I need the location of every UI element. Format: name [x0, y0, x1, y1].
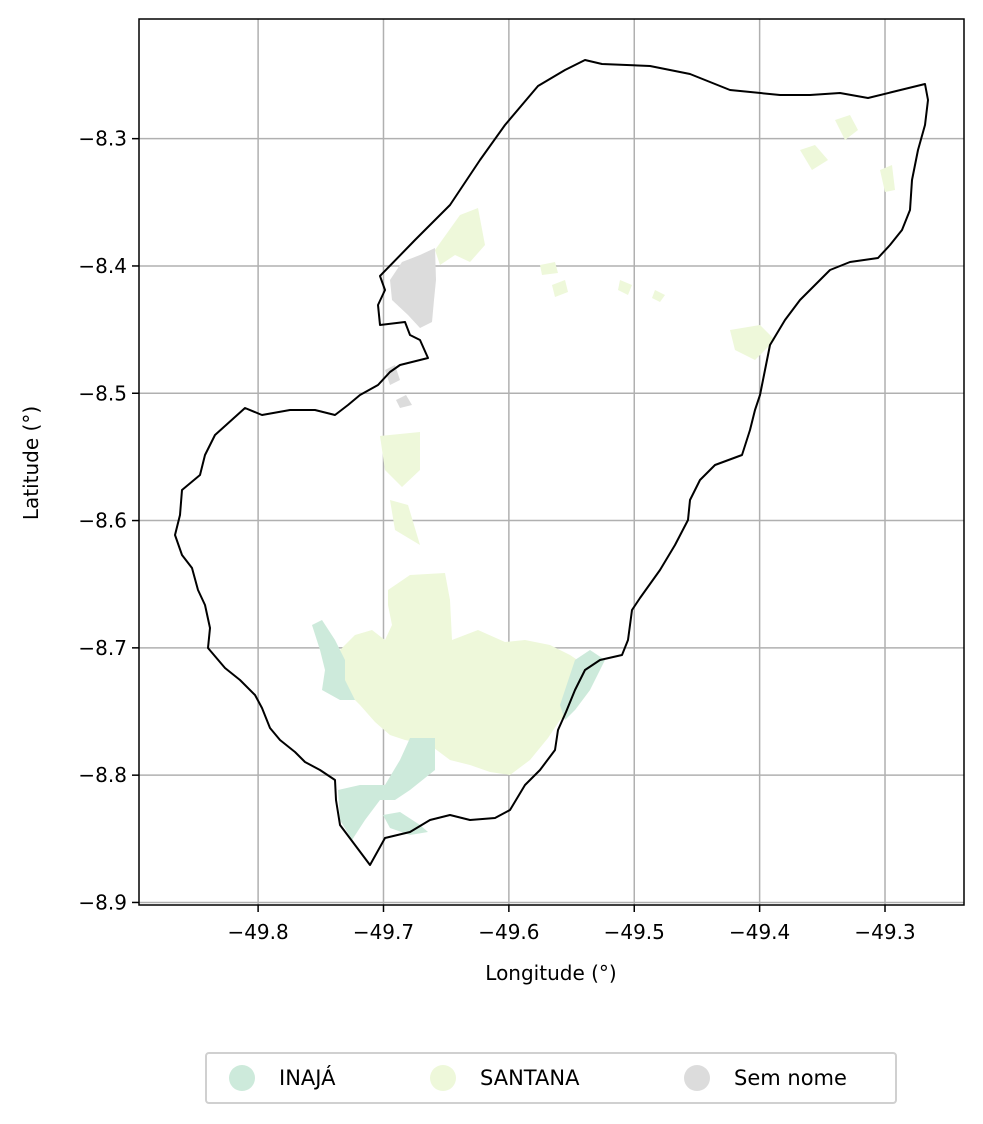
inaja-area-southwest	[312, 620, 355, 700]
santana-area-small1	[540, 262, 558, 275]
legend-item-sem-nome: Sem nome	[684, 1054, 847, 1102]
legend: INAJÁ SANTANA Sem nome	[205, 1052, 897, 1104]
santana-areas	[338, 115, 895, 775]
x-tick-label: −49.8	[227, 920, 288, 944]
inaja-area-south	[338, 738, 435, 840]
santana-area-small5	[880, 165, 895, 192]
santana-area-small3	[618, 280, 632, 295]
legend-marker-inaja	[229, 1065, 255, 1091]
y-tick-label: −8.9	[78, 890, 127, 914]
y-axis-ticks: −8.3 −8.4 −8.5 −8.6 −8.7 −8.8 −8.9	[78, 127, 139, 914]
legend-item-inaja: INAJÁ	[229, 1054, 335, 1102]
sem-nome-areas	[385, 248, 436, 408]
x-tick-label: −49.6	[478, 920, 539, 944]
y-tick-label: −8.4	[78, 254, 127, 278]
y-axis-label: Latitude (°)	[19, 406, 43, 520]
santana-area-east2	[730, 325, 775, 360]
y-tick-label: −8.8	[78, 763, 127, 787]
x-tick-label: −49.7	[353, 920, 414, 944]
x-tick-label: −49.3	[854, 920, 915, 944]
legend-label-inaja: INAJÁ	[279, 1066, 336, 1090]
santana-area-south	[338, 573, 590, 775]
grid-lines	[139, 19, 964, 905]
sem-nome-area-north	[390, 248, 436, 328]
plot-area	[139, 19, 964, 905]
santana-area-north	[435, 208, 485, 265]
inaja-areas	[312, 620, 605, 840]
legend-label-sem-nome: Sem nome	[734, 1066, 847, 1090]
inaja-area-southeast	[560, 650, 605, 720]
legend-marker-santana	[430, 1065, 456, 1091]
santana-area-mid2	[390, 500, 420, 545]
y-tick-label: −8.7	[78, 636, 127, 660]
y-tick-label: −8.3	[78, 127, 127, 151]
x-axis-ticks: −49.8 −49.7 −49.6 −49.5 −49.4 −49.3	[227, 905, 916, 944]
inaja-area-south2	[383, 812, 428, 835]
x-tick-label: −49.5	[604, 920, 665, 944]
y-tick-label: −8.5	[78, 381, 127, 405]
axes-frame	[138, 18, 965, 906]
sem-nome-area-small2	[396, 395, 412, 408]
legend-marker-sem-nome	[684, 1065, 710, 1091]
santana-area-small2	[552, 280, 568, 297]
x-tick-label: −49.4	[729, 920, 790, 944]
santana-area-mid	[380, 432, 420, 487]
santana-area-small4	[652, 290, 665, 302]
santana-area-east	[835, 115, 858, 140]
municipality-boundary	[174, 59, 929, 866]
legend-label-santana: SANTANA	[480, 1066, 580, 1090]
y-tick-label: −8.6	[78, 509, 127, 533]
x-axis-label: Longitude (°)	[485, 961, 616, 985]
sem-nome-area-small	[385, 365, 400, 385]
santana-area-northeast	[800, 145, 828, 170]
legend-item-santana: SANTANA	[430, 1054, 579, 1102]
